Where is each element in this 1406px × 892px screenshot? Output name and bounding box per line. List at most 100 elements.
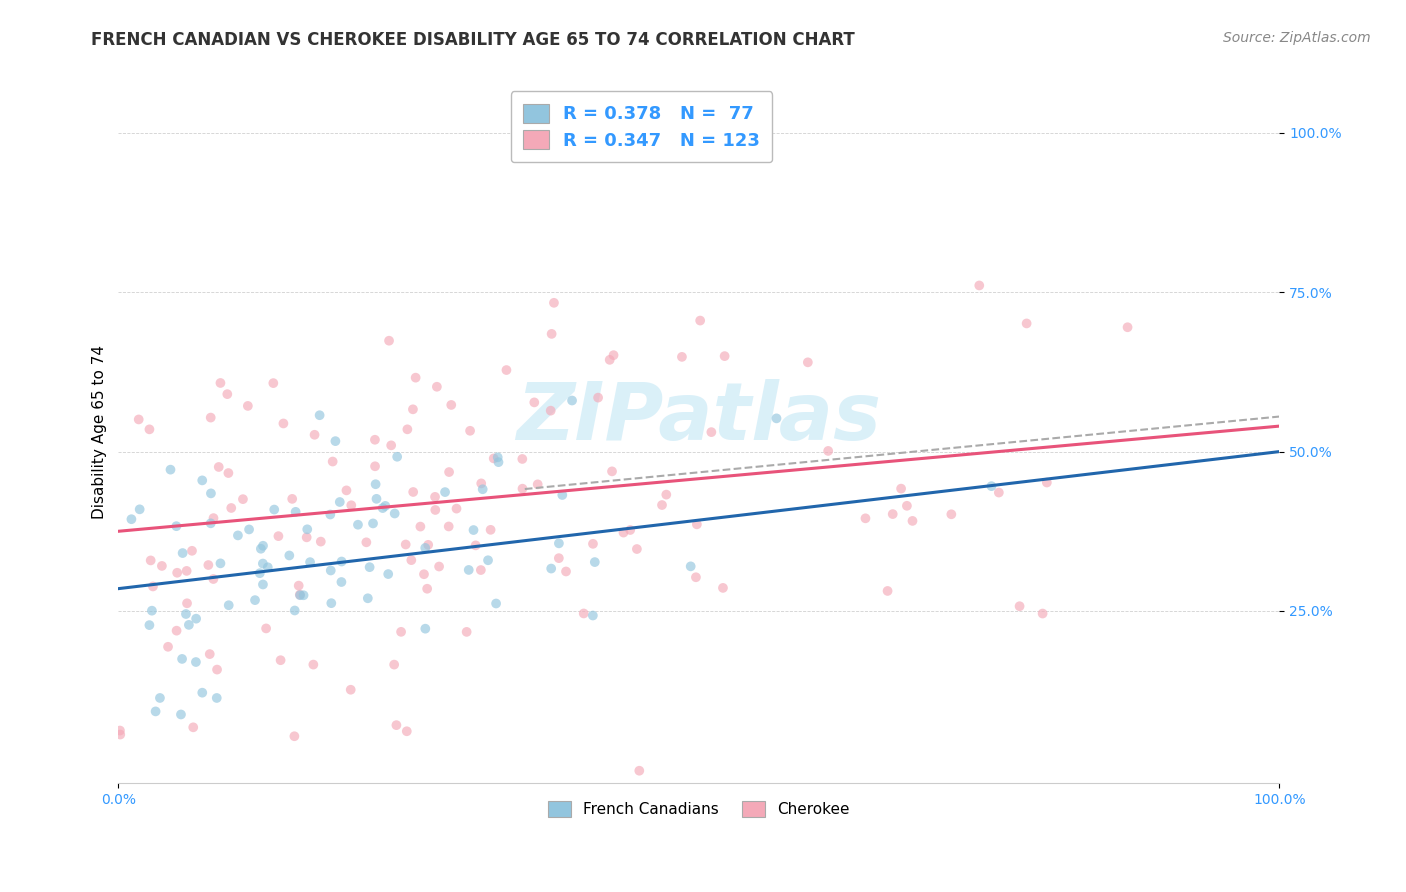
Point (548, 536, 571, 550)
Point (987, 485, 1010, 500)
Point (205, 663, 228, 677)
Point (395, 537, 418, 551)
Point (191, 474, 214, 488)
Point (243, 593, 266, 607)
Point (561, 393, 583, 408)
Point (308, 408, 330, 422)
Point (252, 577, 274, 591)
Point (273, 417, 295, 431)
Point (250, 541, 273, 556)
Point (855, 511, 877, 525)
Point (184, 612, 207, 626)
Point (128, 502, 150, 516)
Point (540, 326, 562, 341)
Point (582, 537, 605, 551)
Point (371, 501, 394, 516)
Point (901, 514, 924, 528)
Point (876, 583, 898, 598)
Text: Source: ZipAtlas.com: Source: ZipAtlas.com (1223, 31, 1371, 45)
Point (172, 546, 194, 560)
Point (295, 530, 318, 544)
Point (1116, 320, 1139, 334)
Point (470, 563, 492, 577)
Point (208, 460, 231, 475)
Point (405, 370, 427, 384)
Text: ZIPatlas: ZIPatlas (516, 379, 882, 458)
Point (364, 477, 387, 491)
Point (176, 596, 198, 610)
Point (413, 541, 436, 555)
Point (526, 477, 548, 491)
Point (141, 604, 163, 618)
Point (270, 653, 292, 667)
Point (415, 622, 437, 636)
Point (139, 553, 162, 567)
Point (543, 295, 565, 310)
Point (329, 495, 352, 509)
Point (166, 624, 188, 638)
Point (437, 519, 460, 533)
Point (364, 459, 387, 474)
Point (896, 499, 918, 513)
Point (149, 690, 172, 705)
Point (426, 380, 449, 394)
Point (249, 566, 271, 581)
Point (389, 624, 412, 639)
Point (540, 561, 562, 575)
Point (713, 349, 735, 363)
Point (482, 451, 505, 466)
Point (765, 411, 787, 425)
Point (366, 491, 388, 506)
Point (686, 517, 709, 532)
Point (184, 655, 207, 669)
Point (464, 538, 486, 552)
Point (170, 652, 193, 666)
Point (1036, 475, 1059, 490)
Point (200, 410, 222, 425)
Point (108, 723, 131, 738)
Point (1008, 599, 1031, 614)
Point (463, 523, 485, 537)
Point (299, 555, 322, 569)
Point (288, 588, 311, 602)
Point (335, 483, 357, 498)
Point (252, 539, 274, 553)
Point (512, 482, 534, 496)
Point (319, 564, 342, 578)
Legend: French Canadians, Cherokee: French Canadians, Cherokee (540, 793, 858, 824)
Point (200, 516, 222, 531)
Point (359, 560, 381, 574)
Point (890, 482, 912, 496)
Point (395, 724, 418, 739)
Point (396, 422, 419, 436)
Point (402, 402, 425, 417)
Point (209, 557, 232, 571)
Point (176, 564, 198, 578)
Point (402, 485, 425, 500)
Point (547, 551, 569, 566)
Point (572, 607, 595, 621)
Point (409, 519, 432, 533)
Point (434, 485, 457, 500)
Point (471, 482, 494, 496)
Point (226, 528, 249, 542)
Point (980, 479, 1002, 493)
Point (278, 549, 301, 563)
Point (128, 412, 150, 426)
Point (423, 490, 446, 504)
Point (378, 334, 401, 348)
Point (555, 565, 578, 579)
Point (256, 560, 278, 574)
Point (380, 438, 402, 452)
Point (941, 508, 963, 522)
Point (626, 542, 648, 557)
Point (157, 640, 180, 654)
Point (281, 491, 304, 506)
Point (302, 657, 325, 672)
Point (110, 727, 132, 741)
Point (1032, 607, 1054, 621)
Point (217, 466, 239, 480)
Point (457, 563, 479, 577)
Point (202, 572, 225, 586)
Point (357, 591, 380, 606)
